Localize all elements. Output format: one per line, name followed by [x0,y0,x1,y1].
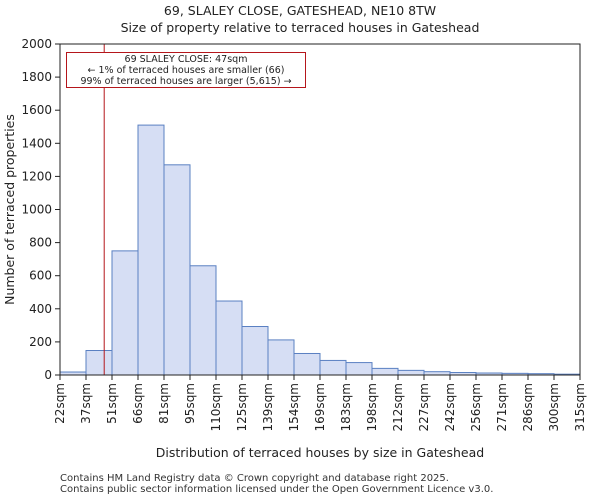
y-axis-label: Number of terraced properties [2,114,17,305]
x-tick-label: 315sqm [573,383,587,431]
bar-110sqm [215,300,243,376]
y-tick-label: 400 [29,302,52,316]
x-tick-label: 22sqm [53,383,67,424]
x-tick-label: 198sqm [365,383,379,431]
chart-title: 69, SLALEY CLOSE, GATESHEAD, NE10 8TW [163,3,437,18]
bar-37sqm [85,350,113,376]
chart-subtitle: Size of property relative to terraced ho… [120,20,480,35]
x-tick-label: 139sqm [261,383,275,431]
x-tick-label: 300sqm [547,383,561,431]
y-tick-label: 200 [29,335,52,349]
x-tick-label: 286sqm [521,383,535,431]
x-tick-label: 271sqm [495,383,509,431]
bar-95sqm [189,265,217,376]
annotation-line-3: 99% of terraced houses are larger (5,615… [80,76,292,87]
x-tick-label: 169sqm [313,383,327,431]
bar-212sqm [397,369,425,376]
marker-annotation: 69 SLALEY CLOSE: 47sqm ← 1% of terraced … [66,52,306,88]
x-tick-label: 125sqm [235,383,249,431]
plot-frame [59,43,581,376]
annotation-line-1: 69 SLALEY CLOSE: 47sqm [124,54,248,65]
y-tick-label: 1600 [21,103,52,117]
x-tick-label: 110sqm [209,383,223,431]
bar-125sqm [241,326,269,376]
bar-154sqm [293,352,321,376]
footer-line-1: Contains HM Land Registry data © Crown c… [60,473,449,484]
bar-81sqm [163,164,191,376]
x-tick-label: 51sqm [105,383,119,424]
bar-169sqm [319,359,347,376]
x-tick-label: 37sqm [79,383,93,424]
x-tick-label: 227sqm [417,383,431,431]
y-tick-label: 600 [29,269,52,283]
x-tick-label: 256sqm [469,383,483,431]
x-tick-label: 66sqm [131,383,145,424]
y-tick-label: 1800 [21,70,52,84]
bar-183sqm [345,362,373,376]
y-tick-label: 800 [29,236,52,250]
bar-139sqm [267,339,295,376]
x-tick-label: 212sqm [391,383,405,431]
bar-66sqm [137,124,165,376]
x-tick-label: 154sqm [287,383,301,431]
y-tick-label: 1200 [21,169,52,183]
y-tick-label: 2000 [21,37,52,51]
x-tick-label: 242sqm [443,383,457,431]
x-tick-label: 95sqm [183,383,197,424]
x-tick-label: 81sqm [157,383,171,424]
annotation-line-2: ← 1% of terraced houses are smaller (66) [87,65,285,76]
y-tick-label: 0 [44,368,52,382]
bar-51sqm [111,250,139,376]
x-axis-label: Distribution of terraced houses by size … [156,445,484,460]
y-tick-label: 1400 [21,136,52,150]
y-tick-label: 1000 [21,203,52,217]
footer-line-2: Contains public sector information licen… [60,484,494,495]
bar-198sqm [371,367,399,376]
x-tick-label: 183sqm [339,383,353,431]
